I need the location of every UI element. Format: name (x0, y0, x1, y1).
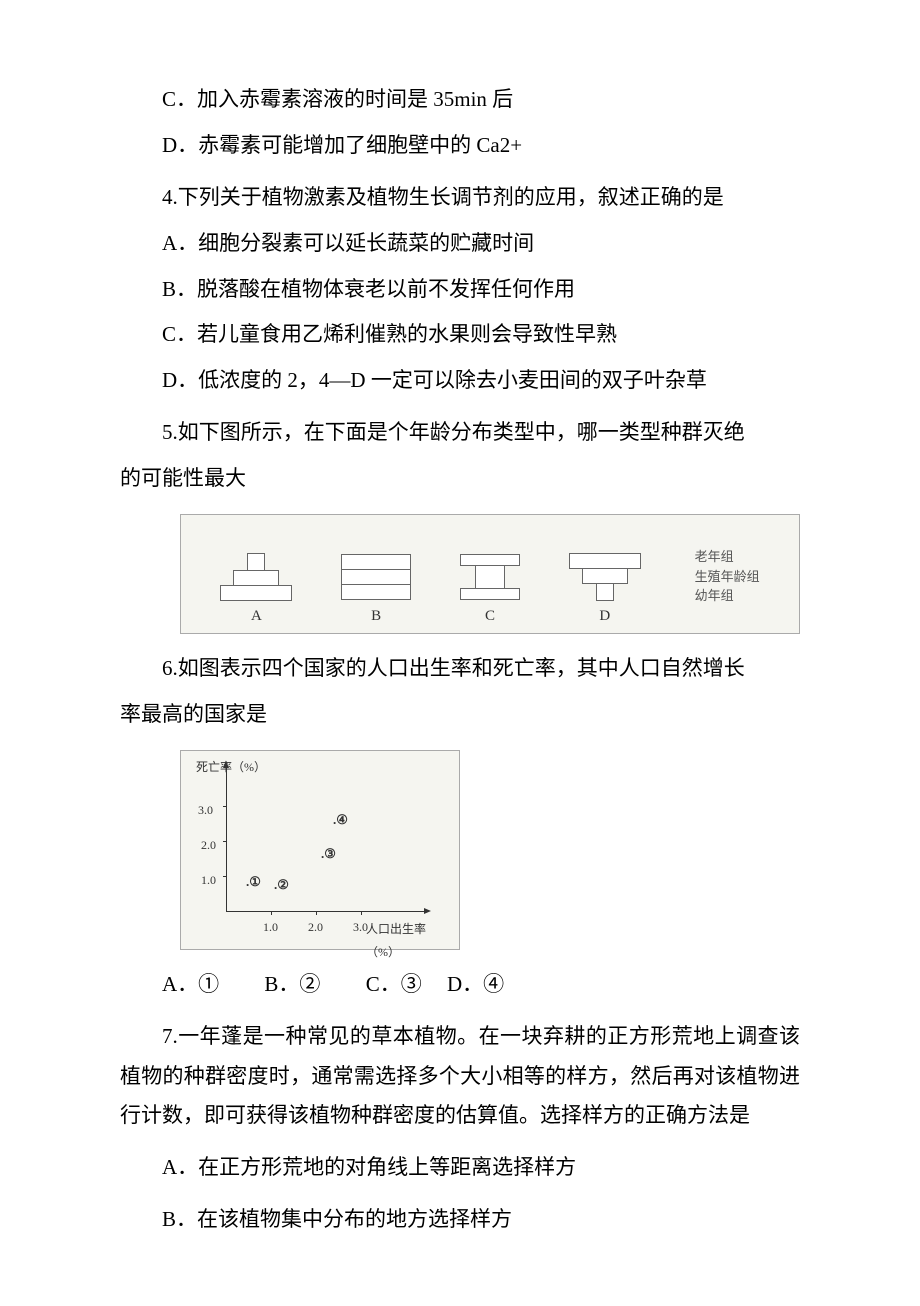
q6-options: A．① B．② C．③ D．④ (120, 965, 800, 1005)
q6-stem-line2: 率最高的国家是 (120, 695, 800, 735)
y-tick-2: 2.0 (201, 834, 216, 857)
q6-option-a: A．① (162, 972, 219, 996)
pyramid-c: C (460, 525, 520, 628)
q5-stem-line1: 5.如下图所示，在下面是个年龄分布类型中，哪一类型种群灭绝 (120, 413, 800, 453)
y-tick-1: 1.0 (201, 869, 216, 892)
point-2: .② (274, 873, 289, 898)
q6-option-b: B．② (264, 972, 320, 996)
q6-option-d: D．④ (447, 972, 504, 996)
q4-option-a: A．细胞分裂素可以延长蔬菜的贮藏时间 (120, 224, 800, 264)
q6-stem-line1: 6.如图表示四个国家的人口出生率和死亡率，其中人口自然增长 (120, 649, 800, 689)
birth-death-scatter: 死亡率（%） 人口出生率（%） 1.0 2.0 3.0 1.0 2.0 3.0 … (180, 750, 460, 950)
point-3: .③ (321, 842, 336, 867)
q7-option-a: A．在正方形荒地的对角线上等距离选择样方 (120, 1148, 800, 1188)
q6-figure-container: 死亡率（%） 人口出生率（%） 1.0 2.0 3.0 1.0 2.0 3.0 … (120, 750, 800, 950)
x-tick-2: 2.0 (308, 916, 323, 939)
x-tick-3: 3.0 (353, 916, 368, 939)
legend-elderly: 老年组 (695, 547, 760, 567)
x-axis-title: 人口出生率（%） (366, 918, 441, 964)
q7-stem: 7.一年蓬是一种常见的草本植物。在一块弃耕的正方形荒地上调查该植物的种群密度时，… (120, 1017, 800, 1137)
point-1: .① (246, 870, 261, 895)
legend-reproductive: 生殖年龄组 (695, 567, 760, 587)
q7-option-b: B．在该植物集中分布的地方选择样方 (120, 1200, 800, 1240)
pyramid-a: A (220, 525, 292, 628)
pyramid-c-label: C (485, 602, 495, 631)
pyramid-d-label: D (599, 602, 610, 631)
q5-figure-container: A B C D 老年组 生殖年龄组 幼年组 (120, 514, 800, 634)
q6-option-c: C．③ (366, 972, 422, 996)
pyramid-b-label: B (371, 602, 381, 631)
y-axis-title: 死亡率（%） (196, 756, 266, 779)
q3-option-c: C．加入赤霉素溶液的时间是 35min 后 (120, 80, 800, 120)
y-tick-3: 3.0 (198, 799, 213, 822)
q3-option-d: D．赤霉素可能增加了细胞壁中的 Ca2+ (120, 126, 800, 166)
q4-option-d: D．低浓度的 2，4—D 一定可以除去小麦田间的双子叶杂草 (120, 361, 800, 401)
pyramid-a-label: A (251, 602, 262, 631)
x-tick-1: 1.0 (263, 916, 278, 939)
q4-option-c: C．若儿童食用乙烯利催熟的水果则会导致性早熟 (120, 315, 800, 355)
q4-stem: 4.下列关于植物激素及植物生长调节剂的应用，叙述正确的是 (120, 178, 800, 218)
legend-young: 幼年组 (695, 586, 760, 606)
q5-stem-line2: 的可能性最大 (120, 459, 800, 499)
pyramid-b: B (341, 525, 411, 628)
age-pyramids-figure: A B C D 老年组 生殖年龄组 幼年组 (180, 514, 800, 634)
point-4: .④ (333, 808, 348, 833)
q4-option-b: B．脱落酸在植物体衰老以前不发挥任何作用 (120, 270, 800, 310)
pyramid-legend: 老年组 生殖年龄组 幼年组 (695, 547, 760, 606)
pyramid-d: D (569, 525, 641, 628)
